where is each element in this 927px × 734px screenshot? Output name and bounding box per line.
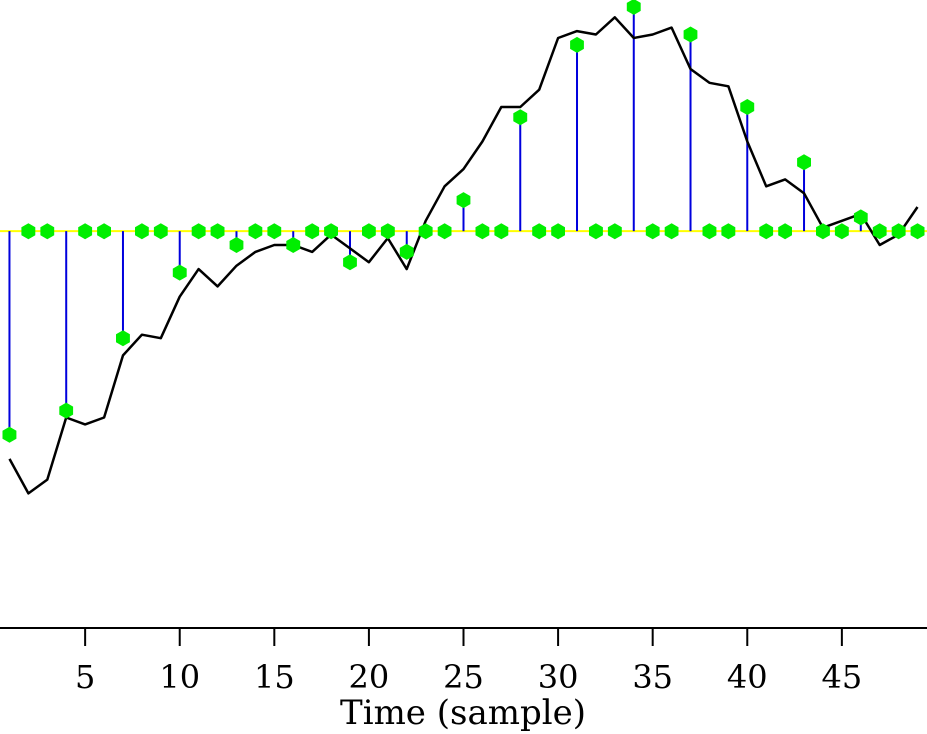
x-tick-label: 30 (538, 658, 579, 696)
zero-marker (607, 223, 622, 240)
stem-marker (853, 209, 868, 226)
zero-marker (721, 223, 736, 240)
x-axis-label: Time (sample) (340, 693, 586, 733)
zero-marker (248, 223, 263, 240)
zero-marker (362, 223, 376, 240)
zero-marker (834, 223, 849, 240)
zero-marker (324, 223, 338, 240)
zero-marker (267, 223, 282, 240)
stem-marker (626, 0, 641, 15)
x-tick-label: 40 (727, 658, 768, 696)
zero-marker (475, 223, 490, 240)
x-tick-label: 15 (254, 658, 295, 696)
stem-marker (513, 109, 528, 126)
zero-marker (872, 223, 887, 240)
stem-marker (399, 243, 414, 260)
zero-marker (494, 223, 509, 240)
zero-marker (210, 223, 225, 240)
stem-marker (172, 264, 187, 281)
zero-marker (135, 223, 149, 240)
zero-marker (97, 223, 111, 240)
zero-marker (40, 223, 55, 240)
zero-marker (664, 223, 679, 240)
zero-marker (816, 223, 830, 240)
zero-marker (910, 223, 925, 240)
x-tick-label: 10 (159, 658, 200, 696)
zero-marker (418, 223, 433, 240)
stem-marker (456, 192, 471, 209)
zero-marker (589, 223, 603, 240)
zero-marker (891, 223, 906, 240)
stem-marker (229, 237, 244, 253)
zero-marker (778, 223, 792, 240)
zero-marker (78, 223, 93, 240)
zero-marker (191, 223, 206, 240)
x-tick-label: 45 (822, 658, 863, 696)
x-tick-label: 5 (75, 658, 95, 696)
zero-marker (759, 223, 774, 240)
stem-marker (570, 36, 584, 53)
zero-marker (305, 223, 320, 240)
zero-marker (551, 223, 565, 240)
stem-marker (797, 154, 811, 171)
zero-marker (645, 223, 660, 240)
stem-marker (740, 99, 755, 115)
x-axis-ticks: 5 10 15 20 25 30 35 40 45 (75, 628, 862, 696)
stem-marker (683, 26, 698, 43)
stem-marker (343, 254, 357, 271)
plot-area (0, 0, 927, 495)
stem-marker (116, 330, 130, 347)
zero-marker (437, 223, 452, 240)
stem-marker (2, 426, 17, 443)
x-tick-label: 25 (443, 658, 484, 696)
zero-marker (380, 223, 395, 240)
stem-marker (59, 402, 74, 419)
zero-marker (702, 223, 717, 240)
signal-line (8, 16, 919, 495)
zero-marker (153, 223, 168, 240)
x-tick-label: 20 (349, 658, 390, 696)
x-tick-label: 35 (632, 658, 673, 696)
zero-marker (21, 223, 36, 240)
zero-marker (532, 223, 547, 240)
stem-marker (286, 237, 301, 253)
